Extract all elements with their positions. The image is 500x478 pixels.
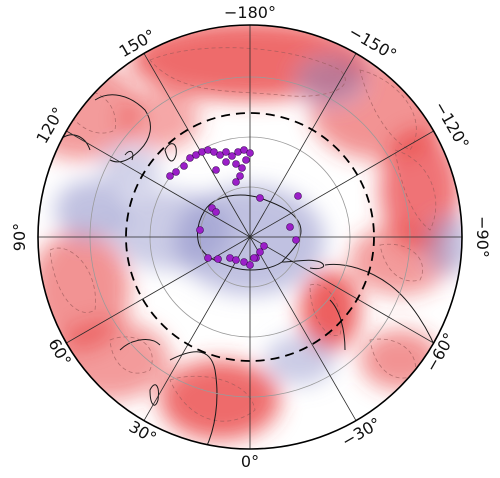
marker: [204, 254, 212, 262]
marker: [210, 148, 218, 156]
marker: [256, 248, 264, 256]
marker: [196, 226, 204, 234]
marker: [250, 254, 258, 262]
marker: [232, 160, 240, 168]
marker: [256, 194, 264, 202]
marker: [240, 258, 248, 266]
marker: [228, 152, 236, 160]
map-frame: [37, 24, 463, 450]
marker: [292, 236, 300, 244]
marker: [294, 192, 302, 200]
marker: [246, 261, 254, 269]
lon-label-90: 90°: [10, 223, 29, 251]
marker: [186, 154, 194, 162]
marker: [216, 151, 224, 159]
lon-label-neg180: −180°: [224, 3, 276, 22]
marker: [238, 164, 246, 172]
marker: [246, 149, 254, 157]
dashed-latitude-circle: [125, 112, 375, 362]
marker: [222, 158, 230, 166]
marker: [222, 148, 230, 156]
marker: [260, 242, 268, 250]
marker: [286, 223, 294, 231]
lon-label-0: 0°: [241, 452, 259, 471]
marker: [240, 146, 248, 154]
marker: [214, 255, 222, 263]
marker-group: [166, 146, 302, 269]
marker: [192, 151, 200, 159]
marker: [212, 166, 220, 174]
marker: [232, 256, 240, 264]
marker: [236, 172, 244, 180]
meridians: [38, 25, 462, 449]
marker: [180, 162, 188, 170]
marker: [172, 168, 180, 176]
marker: [166, 172, 174, 180]
lon-label-neg90: −90°: [473, 216, 492, 258]
marker: [242, 156, 250, 164]
marker: [232, 178, 240, 186]
marker: [212, 208, 220, 216]
